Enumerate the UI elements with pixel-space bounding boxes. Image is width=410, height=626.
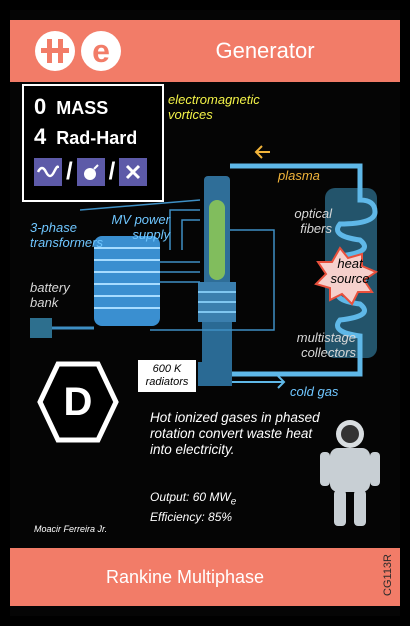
badge-letter: D [63, 380, 93, 424]
optical-label: optical fibers [294, 206, 332, 236]
collectors-label: multistage collectors [296, 330, 356, 360]
heat-label: heat source [330, 256, 370, 286]
transformer-coil [94, 236, 160, 326]
type-icons: / / [34, 158, 148, 186]
card-name: Rankine Multiphase [105, 567, 265, 587]
radhard-stat: 4 Rad-Hard [34, 124, 138, 149]
output-text: Output: 60 MWe [150, 490, 237, 508]
svg-text:e: e [92, 33, 110, 69]
stats-panel: 0 MASS 4 Rad-Hard / / [22, 84, 164, 202]
transformers-label: 3-phase transformers [30, 220, 103, 250]
logo-icon: e [35, 31, 121, 71]
cold-gas-arrow-icon [232, 375, 286, 389]
card-title: Generator [215, 38, 315, 63]
heat-source-burst [314, 246, 379, 306]
cold-gas-label: cold gas [290, 384, 339, 399]
card-code: CG113R [382, 554, 394, 596]
card-footer: Rankine Multiphase CG113R [10, 548, 400, 606]
efficiency-text: Efficiency: 85% [150, 510, 233, 524]
mass-stat: 0 MASS [34, 94, 109, 119]
astronaut-icon [320, 420, 380, 526]
x-icon [119, 158, 148, 186]
mv-supply-label: MV power supply [111, 212, 170, 242]
wave-icon [34, 158, 62, 186]
badge-hexagon [37, 361, 119, 443]
vortices-label: electromagnetic vortices [168, 92, 260, 122]
radiator-block [198, 362, 232, 386]
bomb-icon [76, 158, 105, 186]
battery-label: battery bank [30, 280, 70, 310]
radiators-label: 600 K radiators [145, 363, 189, 388]
battery-icon [30, 318, 52, 338]
plasma-arrow-icon [254, 145, 270, 159]
card-header: e Generator [10, 20, 400, 82]
plasma-label: plasma [278, 168, 320, 183]
artist-credit: Moacir Ferreira Jr. [34, 524, 108, 534]
vortex-glow [209, 200, 225, 280]
description: Hot ionized gases in phased rotation con… [150, 410, 320, 457]
radiators-box: 600 K radiators [138, 360, 196, 392]
